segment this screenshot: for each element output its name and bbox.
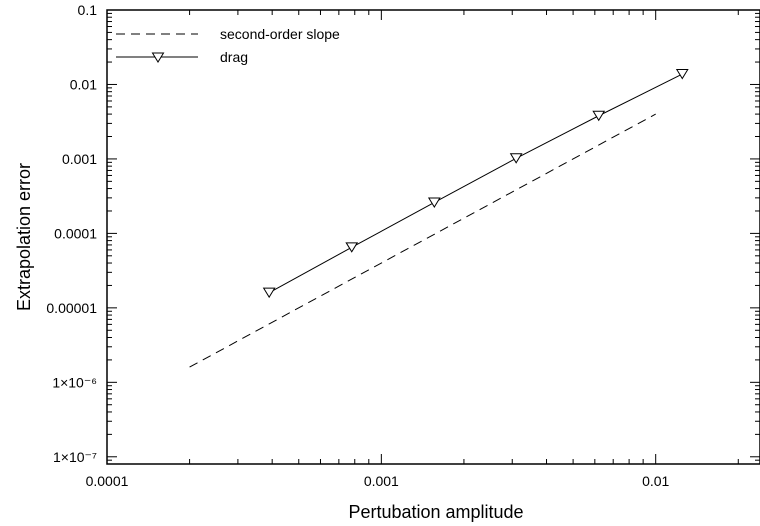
data-point-drag [427, 197, 441, 208]
legend-label-second-order-slope: second-order slope [220, 26, 340, 42]
data-point-drag [262, 287, 276, 299]
y-tick-label: 0.0001 [54, 225, 97, 241]
legend: second-order slope drag [116, 26, 340, 65]
data-point-drag [592, 110, 606, 122]
y-tick-label: 0.01 [70, 76, 97, 92]
data-point-drag [509, 153, 523, 164]
x-tick-label: 0.0001 [86, 473, 129, 489]
y-tick-label: 1×10⁻⁶ [52, 374, 97, 390]
y-tick-label: 0.1 [78, 2, 98, 18]
plot-frame [106, 9, 760, 465]
y-tick-label: 0.00001 [46, 300, 97, 316]
x-axis-title: Pertubation amplitude [348, 502, 523, 522]
y-tick-label: 1×10⁻⁷ [53, 449, 97, 465]
y-axis-title: Extrapolation error [14, 163, 34, 311]
data-point-drag [345, 242, 359, 253]
data-point-drag [675, 69, 689, 80]
y-tick-label: 0.001 [62, 151, 97, 167]
series-line-second-order-slope [189, 113, 656, 368]
legend-label-drag: drag [220, 49, 248, 65]
axis-tick-labels: 0.0001 0.001 0.01 1×10⁻⁷ 1×10⁻⁶ 0.00001 0.0001… [46, 2, 669, 489]
axis-ticks [106, 9, 760, 464]
series-layer [189, 69, 689, 368]
x-tick-label: 0.001 [364, 473, 399, 489]
legend-marker-drag [151, 52, 165, 63]
series-line-drag [268, 73, 683, 294]
x-tick-label: 0.01 [642, 473, 669, 489]
